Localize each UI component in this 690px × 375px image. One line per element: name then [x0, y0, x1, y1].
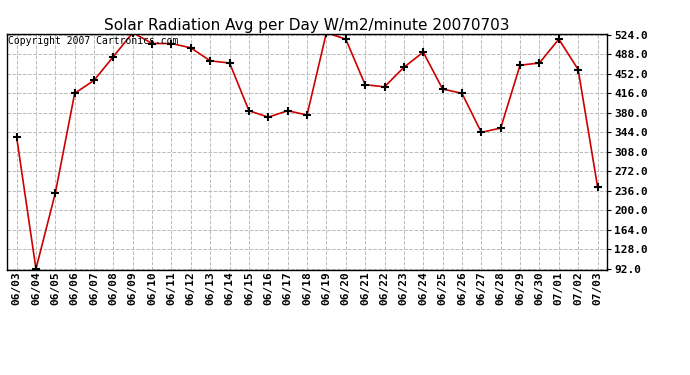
Title: Solar Radiation Avg per Day W/m2/minute 20070703: Solar Radiation Avg per Day W/m2/minute … — [104, 18, 510, 33]
Text: Copyright 2007 Cartronics.com: Copyright 2007 Cartronics.com — [8, 36, 179, 46]
